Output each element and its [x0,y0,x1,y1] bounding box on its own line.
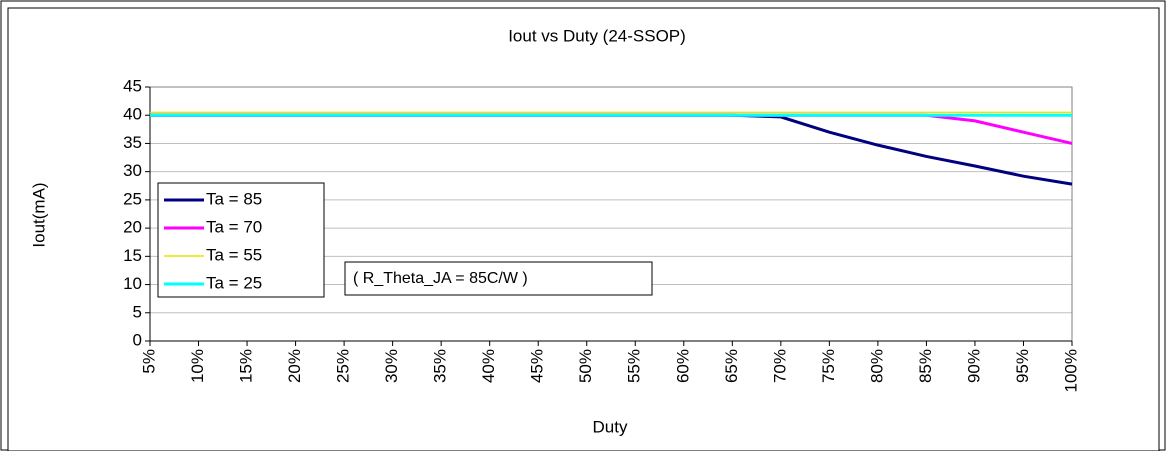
legend-label: Ta = 55 [206,245,262,264]
legend-label: Ta = 85 [206,189,262,208]
x-axis-label: Duty [593,417,628,436]
x-tick-label: 10% [188,349,207,383]
x-tick-label: 70% [770,349,789,383]
y-tick-label: 25 [123,189,142,208]
y-tick-label: 35 [123,133,142,152]
x-tick-label: 15% [237,349,256,383]
x-tick-label: 65% [722,349,741,383]
legend-box [157,182,325,298]
y-tick-label: 10 [123,274,142,293]
y-tick-label: 5 [133,302,142,321]
legend-label: Ta = 70 [206,217,262,236]
x-tick-label: 80% [867,349,886,383]
x-tick-label: 100% [1061,349,1080,392]
x-tick-label: 50% [576,349,595,383]
y-tick-label: 15 [123,246,142,265]
x-tick-label: 75% [819,349,838,383]
x-tick-label: 25% [334,349,353,383]
x-tick-label: 35% [431,349,450,383]
chart-title: Iout vs Duty (24-SSOP) [508,26,686,45]
x-tick-label: 30% [382,349,401,383]
legend-label: Ta = 25 [206,273,262,292]
y-tick-label: 30 [123,161,142,180]
y-tick-label: 40 [123,105,142,124]
x-tick-label: 40% [479,349,498,383]
x-tick-label: 45% [528,349,547,383]
annotation: ( R_Theta_JA = 85C/W ) [353,270,528,287]
y-tick-label: 0 [133,330,142,349]
x-tick-label: 95% [1013,349,1032,383]
y-tick-label: 20 [123,218,142,237]
x-tick-label: 85% [916,349,935,383]
y-axis-label: Iout(mA) [29,182,48,247]
x-tick-label: 5% [139,349,158,374]
x-tick-label: 60% [673,349,692,383]
y-tick-label: 45 [123,76,142,95]
x-tick-label: 55% [625,349,644,383]
x-tick-label: 90% [964,349,983,383]
x-tick-label: 20% [285,349,304,383]
annotation-box [344,261,653,296]
